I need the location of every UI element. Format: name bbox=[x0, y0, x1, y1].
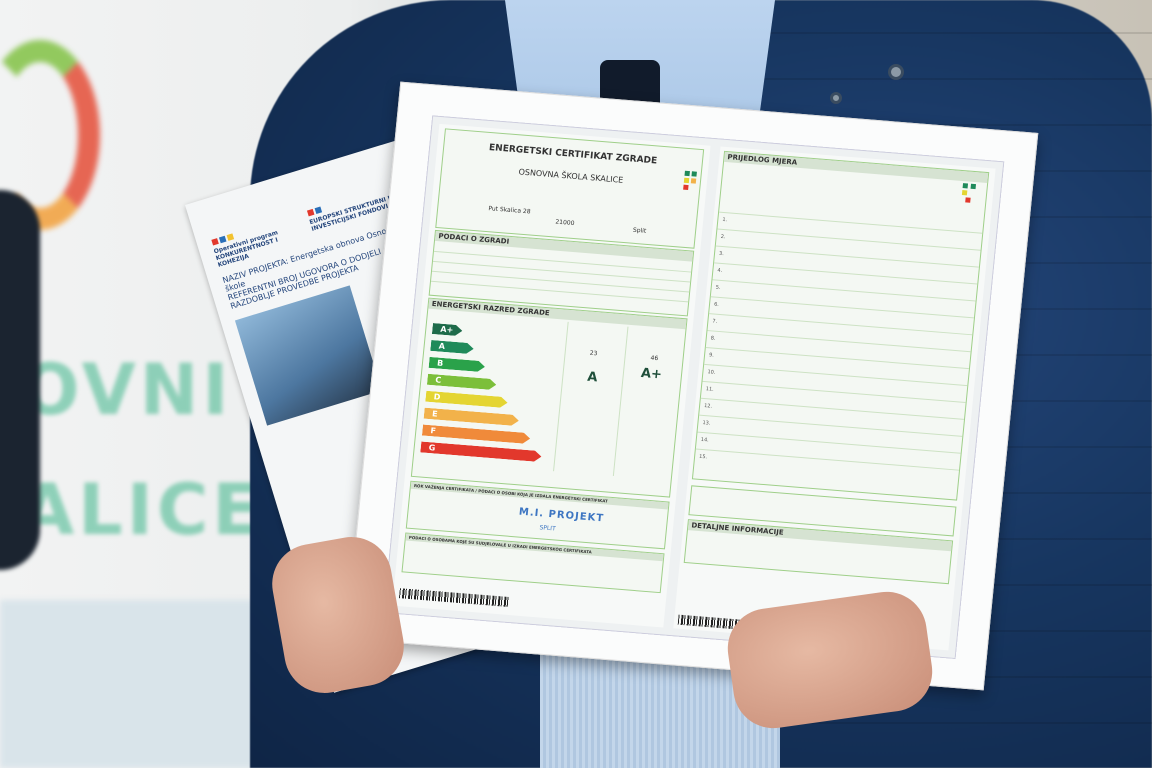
measure-row bbox=[695, 448, 960, 471]
measure-number: 2. bbox=[720, 233, 726, 241]
measure-row bbox=[714, 262, 978, 285]
measure-number: 15. bbox=[698, 453, 708, 461]
measure-row bbox=[719, 211, 983, 234]
energy-class-band: D bbox=[425, 391, 508, 409]
measure-number: 9. bbox=[708, 352, 715, 359]
measure-row bbox=[715, 245, 979, 268]
measure-number: 7. bbox=[712, 318, 718, 325]
measure-row bbox=[707, 330, 971, 353]
measure-row bbox=[717, 228, 981, 251]
postcode: 21000 bbox=[555, 218, 575, 228]
street: Put Skalica 28 bbox=[488, 205, 531, 216]
measure-number: 1. bbox=[722, 216, 728, 224]
heating-class: A bbox=[586, 369, 599, 386]
energy-certificate: ENERGETSKI CERTIFIKAT ZGRADE OSNOVNA ŠKO… bbox=[383, 115, 1005, 660]
barcode bbox=[398, 588, 510, 608]
banner-line: ALICE bbox=[20, 469, 265, 551]
measure-row bbox=[697, 431, 961, 454]
measure-row bbox=[700, 397, 965, 420]
measure-number: 3. bbox=[718, 250, 725, 258]
measure-number: 8. bbox=[710, 335, 716, 342]
measure-number: 11. bbox=[705, 386, 714, 393]
header-box: ENERGETSKI CERTIFIKAT ZGRADE OSNOVNA ŠKO… bbox=[435, 128, 705, 249]
jacket-button bbox=[888, 64, 904, 80]
measures-box: PRIJEDLOG MJERA 1. 2. 3. 4. 5. 6. 7. 8. 9. 10. 11.… bbox=[691, 150, 990, 501]
measure-row bbox=[710, 296, 974, 319]
measure-row bbox=[704, 363, 968, 387]
energy-class-band: C bbox=[427, 374, 497, 390]
building-photo bbox=[234, 285, 382, 426]
measure-row bbox=[705, 346, 970, 370]
banner-line: OVNI bbox=[20, 349, 233, 431]
city: Split bbox=[632, 226, 647, 235]
measure-number: 4. bbox=[717, 267, 723, 275]
measures-header: PRIJEDLOG MJERA bbox=[724, 151, 989, 184]
measure-number: 14. bbox=[700, 436, 710, 444]
certificate-page-2: PRIJEDLOG MJERA 1. 2. 3. 4. 5. 6. 7. 8. 9. 10. 11.… bbox=[673, 146, 996, 651]
company-stamp: M.I. PROJEKT bbox=[518, 506, 605, 525]
measure-number: 6. bbox=[713, 301, 720, 308]
measure-row bbox=[702, 380, 966, 403]
energy-class-band: A bbox=[430, 340, 474, 354]
energy-class-band: G bbox=[420, 441, 542, 462]
energy-class-band: A+ bbox=[432, 323, 463, 336]
primary-energy-value: 46 bbox=[650, 354, 659, 363]
jacket-button bbox=[830, 92, 842, 104]
measure-number: 10. bbox=[707, 369, 716, 376]
energy-class-band: B bbox=[429, 357, 486, 372]
measure-row bbox=[709, 313, 973, 336]
measure-number: 5. bbox=[715, 284, 721, 291]
picture-frame: ENERGETSKI CERTIFIKAT ZGRADE OSNOVNA ŠKO… bbox=[345, 81, 1039, 691]
primary-energy-class: A+ bbox=[640, 365, 663, 383]
energy-class-band: F bbox=[422, 425, 531, 445]
energy-class-band: E bbox=[424, 408, 520, 427]
measure-row bbox=[712, 279, 976, 302]
certificate-page-1: ENERGETSKI CERTIFIKAT ZGRADE OSNOVNA ŠKO… bbox=[392, 123, 711, 628]
measure-number: 13. bbox=[702, 419, 711, 427]
measure-number: 12. bbox=[703, 403, 713, 410]
measure-row bbox=[699, 414, 963, 437]
stamp-city: SPLIT bbox=[539, 524, 556, 533]
heating-value: 23 bbox=[589, 349, 598, 358]
banner-text: OVNI ALICE bbox=[20, 330, 264, 570]
left-person-silhouette bbox=[0, 190, 40, 570]
energy-class-box: ENERGETSKI RAZRED ZGRADE A+ A B C D E F G 23 A … bbox=[410, 297, 688, 498]
